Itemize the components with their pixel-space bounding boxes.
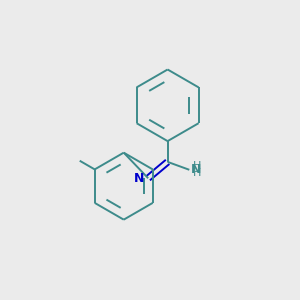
Text: N: N <box>190 163 201 176</box>
Text: H: H <box>193 169 201 178</box>
Text: H: H <box>193 161 201 171</box>
Text: N: N <box>134 172 144 185</box>
